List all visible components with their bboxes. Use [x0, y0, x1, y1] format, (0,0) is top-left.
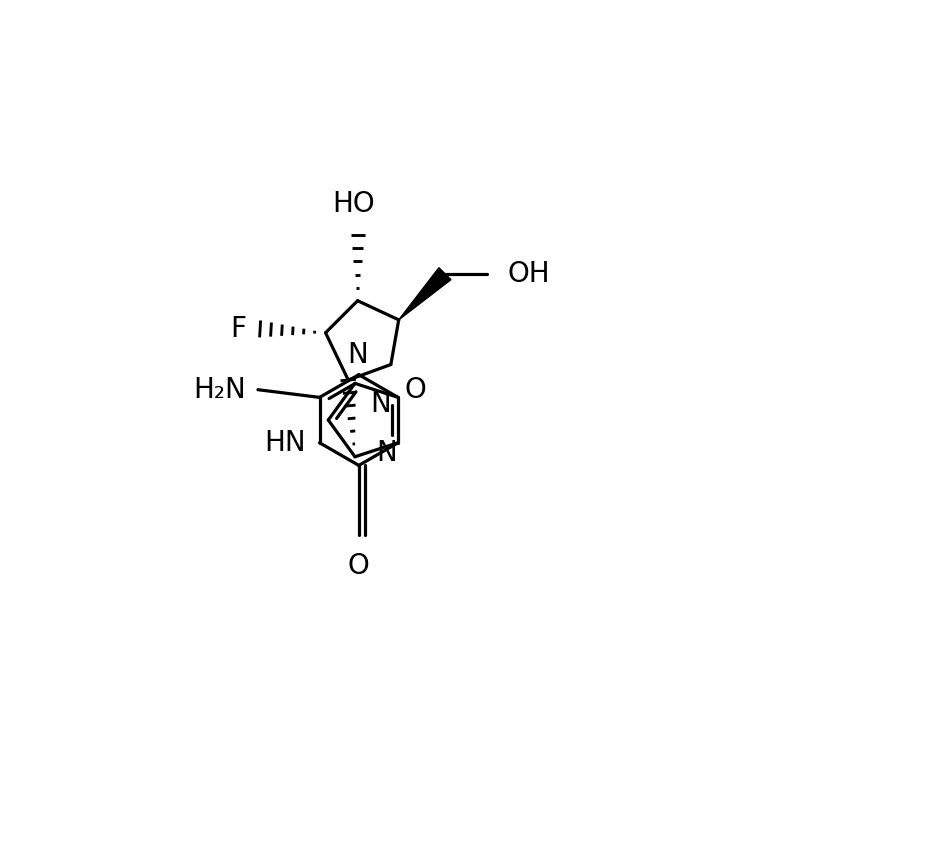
Text: N: N: [370, 390, 391, 418]
Text: OH: OH: [508, 260, 550, 288]
Text: HO: HO: [333, 190, 375, 219]
Text: N: N: [347, 341, 367, 369]
Text: H₂N: H₂N: [194, 376, 247, 403]
Text: O: O: [348, 552, 369, 580]
Text: HN: HN: [264, 429, 305, 457]
Polygon shape: [398, 268, 451, 320]
Text: F: F: [230, 315, 246, 343]
Text: O: O: [405, 376, 427, 404]
Text: N: N: [377, 439, 398, 467]
